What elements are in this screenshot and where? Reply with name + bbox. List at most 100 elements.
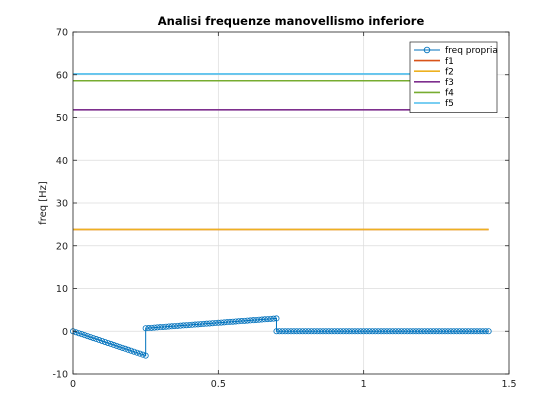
data-point — [436, 328, 443, 335]
data-point — [302, 328, 309, 335]
data-point — [148, 324, 155, 331]
legend-label: f3 — [445, 78, 454, 88]
data-point — [351, 328, 358, 335]
data-point — [209, 320, 216, 327]
data-point — [311, 328, 318, 335]
data-point — [346, 328, 353, 335]
x-tick-label: 0.5 — [211, 379, 226, 390]
data-point — [81, 332, 88, 339]
data-point — [453, 328, 460, 335]
data-point — [325, 328, 332, 335]
data-point — [418, 328, 425, 335]
data-point — [264, 316, 271, 323]
data-point — [357, 328, 364, 335]
data-point — [232, 318, 239, 325]
data-point — [386, 328, 393, 335]
data-point — [160, 323, 167, 330]
data-point — [247, 317, 254, 324]
data-point — [392, 328, 399, 335]
data-point — [290, 328, 297, 335]
data-point — [192, 321, 199, 328]
data-point — [93, 336, 100, 343]
data-point — [331, 328, 338, 335]
data-point — [485, 328, 492, 335]
data-point — [238, 318, 245, 325]
x-tick-label: 1 — [361, 379, 367, 390]
data-point — [116, 343, 123, 350]
data-point — [447, 328, 454, 335]
data-point — [87, 334, 94, 341]
y-tick-label: 20 — [56, 241, 68, 252]
data-point — [229, 318, 236, 325]
data-point — [395, 328, 402, 335]
data-point — [241, 317, 248, 324]
chart-title: Analisi frequenze manovellismo inferiore — [158, 14, 425, 28]
data-point — [360, 328, 367, 335]
data-point — [96, 337, 103, 344]
x-tick-label: 0 — [70, 379, 76, 390]
data-point — [250, 317, 257, 324]
data-point — [410, 328, 417, 335]
data-point — [450, 328, 457, 335]
data-point — [401, 328, 408, 335]
data-point — [157, 324, 164, 331]
data-point — [322, 328, 329, 335]
data-point — [366, 328, 373, 335]
data-point — [349, 328, 356, 335]
data-point — [168, 323, 175, 330]
data-point — [256, 316, 263, 323]
data-point — [369, 328, 376, 335]
data-point — [194, 321, 201, 328]
legend-label: f5 — [445, 99, 454, 109]
data-point — [287, 328, 294, 335]
data-point — [221, 319, 228, 326]
y-tick-label: 30 — [56, 199, 68, 210]
data-point — [131, 348, 138, 355]
data-point — [133, 349, 140, 356]
data-point — [212, 320, 219, 327]
data-point — [276, 328, 283, 335]
data-point — [468, 328, 475, 335]
data-point — [334, 328, 341, 335]
data-point — [398, 328, 405, 335]
data-point — [482, 328, 489, 335]
data-point — [372, 328, 379, 335]
data-point — [180, 322, 187, 329]
data-point — [407, 328, 414, 335]
data-point — [226, 318, 233, 325]
data-point — [412, 328, 419, 335]
data-point — [314, 328, 321, 335]
data-point — [224, 319, 231, 326]
data-point — [136, 350, 143, 357]
data-point — [174, 322, 181, 329]
data-point — [101, 338, 108, 345]
data-point — [267, 315, 274, 322]
data-point — [206, 320, 213, 327]
y-tick-label: 40 — [56, 156, 68, 167]
series-markers-freq-propria — [70, 315, 492, 359]
data-point — [183, 322, 190, 329]
data-point — [328, 328, 335, 335]
data-point — [319, 328, 326, 335]
data-point — [189, 321, 196, 328]
data-point — [218, 319, 225, 326]
data-point — [474, 328, 481, 335]
data-point — [433, 328, 440, 335]
y-tick-label: -10 — [52, 370, 68, 381]
data-point — [293, 328, 300, 335]
legend-label: f4 — [445, 89, 454, 99]
y-axis-label: freq [Hz] — [38, 181, 49, 225]
data-point — [471, 328, 478, 335]
data-point — [427, 328, 434, 335]
data-point — [235, 318, 242, 325]
data-point — [177, 322, 184, 329]
data-point — [171, 323, 178, 330]
data-point — [151, 324, 158, 331]
data-point — [84, 333, 91, 340]
data-point — [439, 328, 446, 335]
data-point — [381, 328, 388, 335]
data-point — [163, 323, 170, 330]
data-point — [421, 328, 428, 335]
